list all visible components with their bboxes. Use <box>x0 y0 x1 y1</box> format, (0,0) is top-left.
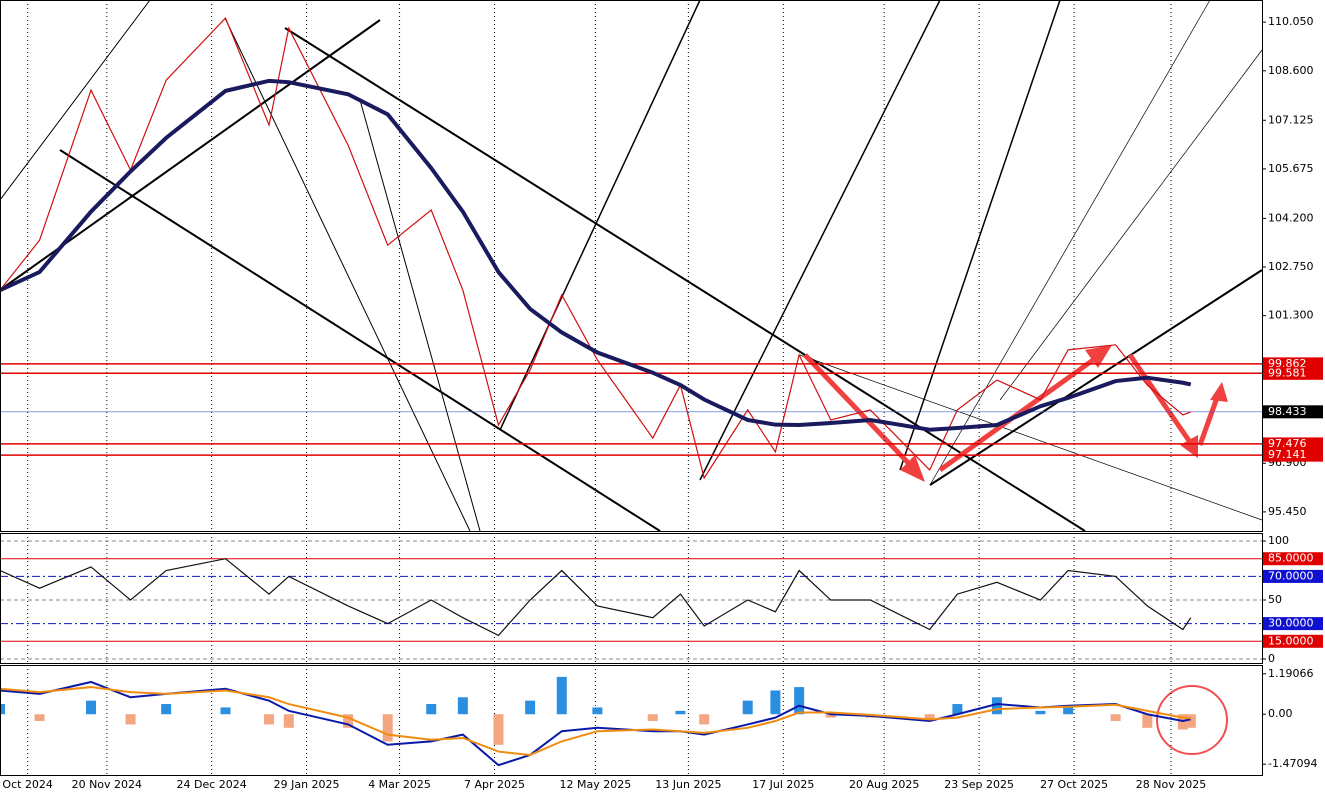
x-tick-label: 20 Aug 2025 <box>849 778 919 791</box>
level-label: 30.0000 <box>1268 617 1314 630</box>
histogram-bar <box>592 707 603 715</box>
y-tick-label: 101.300 <box>1268 309 1314 322</box>
level-label: 97.476 <box>1268 437 1307 450</box>
level-label: 97.141 <box>1268 448 1307 461</box>
x-tick-label: 17 Jul 2025 <box>752 778 814 791</box>
x-tick-label: 29 Jan 2025 <box>274 778 340 791</box>
y-tick-label: 50 <box>1268 593 1282 606</box>
x-tick-label: 4 Mar 2025 <box>368 778 431 791</box>
histogram-bar <box>525 700 536 715</box>
level-label: 15.0000 <box>1268 634 1314 647</box>
histogram-bar <box>382 714 393 742</box>
histogram-bar <box>1063 707 1074 715</box>
y-tick-label: 110.050 <box>1268 15 1314 28</box>
level-tag <box>1263 405 1323 419</box>
y-tick-label: 102.750 <box>1268 260 1314 273</box>
series-line <box>0 78 1192 432</box>
histogram-bar <box>991 697 1002 715</box>
histogram-bar <box>161 704 172 715</box>
histogram-bar <box>426 704 437 715</box>
histogram-bar <box>556 676 567 715</box>
x-tick-label: 12 May 2025 <box>560 778 632 791</box>
histogram-bar <box>675 710 686 715</box>
histogram-bar <box>699 714 710 725</box>
histogram-bar <box>742 700 753 715</box>
histogram-bar <box>220 707 231 715</box>
level-tag <box>1263 634 1323 648</box>
x-tick-label: 7 Apr 2025 <box>464 778 525 791</box>
y-tick-label: -1.47094 <box>1268 757 1317 770</box>
histogram-bar <box>1185 714 1196 728</box>
level-tag <box>1263 366 1323 380</box>
histogram-bar <box>825 714 836 718</box>
histogram-bar <box>493 714 504 745</box>
level-label: 99.581 <box>1268 366 1307 379</box>
level-tag <box>1263 617 1323 631</box>
level-label: 99.862 <box>1268 357 1307 370</box>
x-tick-label: 23 Sep 2025 <box>944 778 1014 791</box>
y-tick-label: 100 <box>1268 534 1289 547</box>
x-tick-label: 28 Nov 2025 <box>1136 778 1206 791</box>
histogram-bar <box>1142 714 1153 728</box>
x-tick-label: Oct 2024 <box>2 778 53 791</box>
trendlines <box>0 0 1262 531</box>
histogram-bar <box>794 687 805 715</box>
y-tick-label: 95.450 <box>1268 505 1307 518</box>
series-line <box>0 686 1191 756</box>
histogram-bar <box>924 714 935 722</box>
histogram-bar <box>343 714 354 728</box>
y-tick-label: 0 <box>1268 652 1275 665</box>
level-tag <box>1263 448 1323 462</box>
level-label: 85.0000 <box>1268 552 1314 565</box>
histogram-bar <box>1035 710 1046 715</box>
y-tick-label: 104.200 <box>1268 211 1314 224</box>
histogram-bar <box>0 704 5 715</box>
level-tag <box>1263 437 1323 451</box>
y-tick-label: 1.19066 <box>1268 667 1314 680</box>
level-label: 70.0000 <box>1268 569 1314 582</box>
y-tick-label: 108.600 <box>1268 64 1314 77</box>
histogram-bar <box>264 714 275 725</box>
x-tick-label: 24 Dec 2024 <box>177 778 247 791</box>
histogram-bar <box>952 704 963 715</box>
level-tag <box>1263 552 1323 566</box>
y-tick-label: 0.00 <box>1268 707 1293 720</box>
highlight-circle <box>1156 685 1228 755</box>
level-tag <box>1263 569 1323 583</box>
histogram-bar <box>34 714 45 722</box>
x-tick-label: 13 Jun 2025 <box>655 778 721 791</box>
y-tick-label: 107.125 <box>1268 113 1314 126</box>
y-tick-label: 105.675 <box>1268 162 1314 175</box>
histogram-bar <box>283 714 294 728</box>
series-line <box>0 558 1192 637</box>
x-tick-label: 27 Oct 2025 <box>1040 778 1108 791</box>
histogram-bar <box>647 714 658 722</box>
histogram-bar <box>457 697 468 715</box>
histogram-bar <box>1110 714 1121 722</box>
level-label: 98.433 <box>1268 405 1307 418</box>
x-tick-label: 20 Nov 2024 <box>72 778 142 791</box>
histogram-bar <box>770 690 781 715</box>
histogram-bar <box>85 700 96 715</box>
histogram-bar <box>125 714 136 725</box>
series-line <box>0 17 1192 480</box>
pane-borders <box>0 0 1263 776</box>
